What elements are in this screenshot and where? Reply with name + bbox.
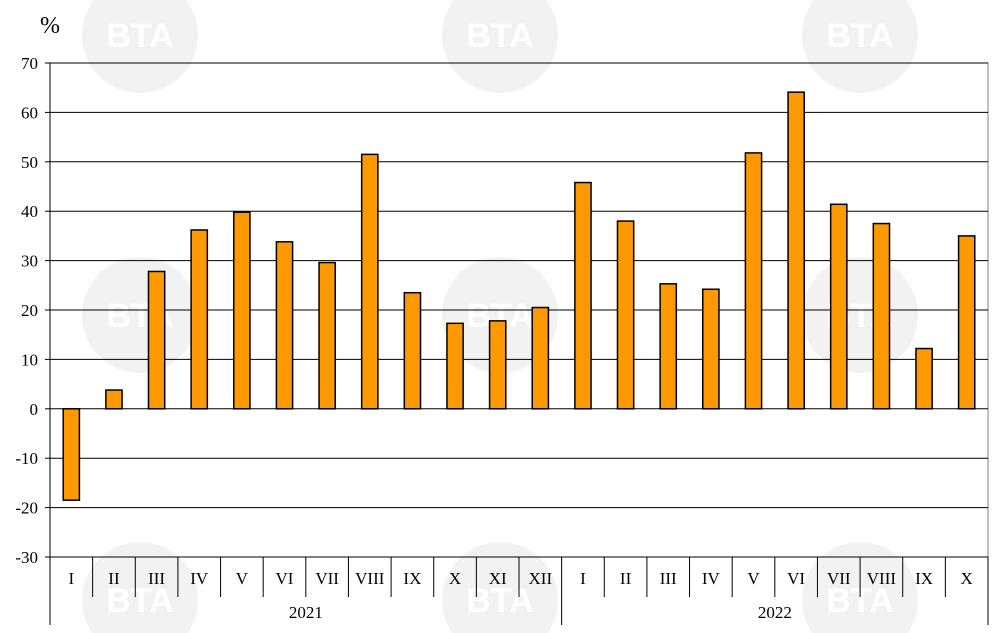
x-tick-label: II [620,569,632,588]
x-tick-label: VI [787,569,805,588]
bar [957,235,976,410]
bar [659,283,678,410]
bar [318,261,336,410]
bar [190,229,209,410]
x-tick-label: X [961,569,973,588]
y-tick-label: 50 [21,153,38,172]
x-tick-label: VI [276,569,294,588]
bar [62,408,81,501]
svg-text:BTA: BTA [106,17,173,55]
watermark-logo: BTA [82,0,198,93]
x-tick-label: V [747,569,760,588]
year-label: 2021 [289,603,323,622]
watermark-logo: BTA [442,542,558,633]
y-unit-label: % [40,13,60,39]
year-label: 2022 [758,603,792,622]
bars [62,91,976,501]
y-tick-label: 20 [21,301,38,320]
bar [702,288,720,410]
watermark-logo: BTA [442,257,558,373]
svg-text:BTA: BTA [826,17,893,55]
bar [872,222,891,410]
watermark-logo: BTA [802,257,918,373]
y-tick-label: -20 [15,499,38,518]
y-tick-label: 10 [21,350,38,369]
bar [233,211,251,410]
x-axis: I II III IV V VI VII VIII IX X XI XII I II III IV V VI VII… [49,557,989,625]
svg-text:BTA: BTA [106,582,173,620]
x-tick-label: XI [489,569,507,588]
bar [787,91,805,410]
bar [446,322,464,410]
svg-text:BTA: BTA [466,17,533,55]
x-tick-label: VII [827,569,851,588]
y-tick-label: 0 [30,400,39,419]
x-tick-label: X [449,569,461,588]
x-tick-label: III [148,569,165,588]
x-tick-label: VIII [867,569,897,588]
x-tick-label: IX [403,569,421,588]
y-tick-label: 40 [21,202,38,221]
bar [744,152,763,410]
y-tick-label: 70 [21,54,38,73]
y-tick-label: 30 [21,252,38,271]
watermark-logo: BTA [82,542,198,633]
bar [403,291,422,410]
bar [147,270,166,410]
y-tick-label: -30 [15,548,38,567]
x-tick-label: I [580,569,586,588]
x-tick-label: IX [915,569,933,588]
x-tick-label: VIII [355,569,385,588]
y-tick-label: -10 [15,449,38,468]
x-tick-label: XII [529,569,553,588]
svg-text:BTA: BTA [466,582,533,620]
y-axis: 70 60 50 40 30 20 10 0 -10 -20 -30 [15,54,51,567]
watermark-logo: BTA [442,0,558,93]
bar [360,153,379,410]
x-tick-label: VII [315,569,339,588]
y-tick-label: 60 [21,103,38,122]
bar [488,320,507,410]
bar [531,306,550,410]
bar [616,220,635,410]
x-tick-label: III [660,569,677,588]
bar [574,181,592,410]
watermark-logo: BTA [82,257,198,373]
x-tick-label: IV [702,569,721,588]
bar [105,389,123,410]
x-tick-label: IV [190,569,209,588]
x-tick-label: V [236,569,249,588]
bar [915,347,933,410]
x-tick-label: II [108,569,120,588]
bar [275,241,294,410]
x-tick-label: I [68,569,74,588]
bar [829,203,848,410]
watermark-logo: BTA [802,0,918,93]
